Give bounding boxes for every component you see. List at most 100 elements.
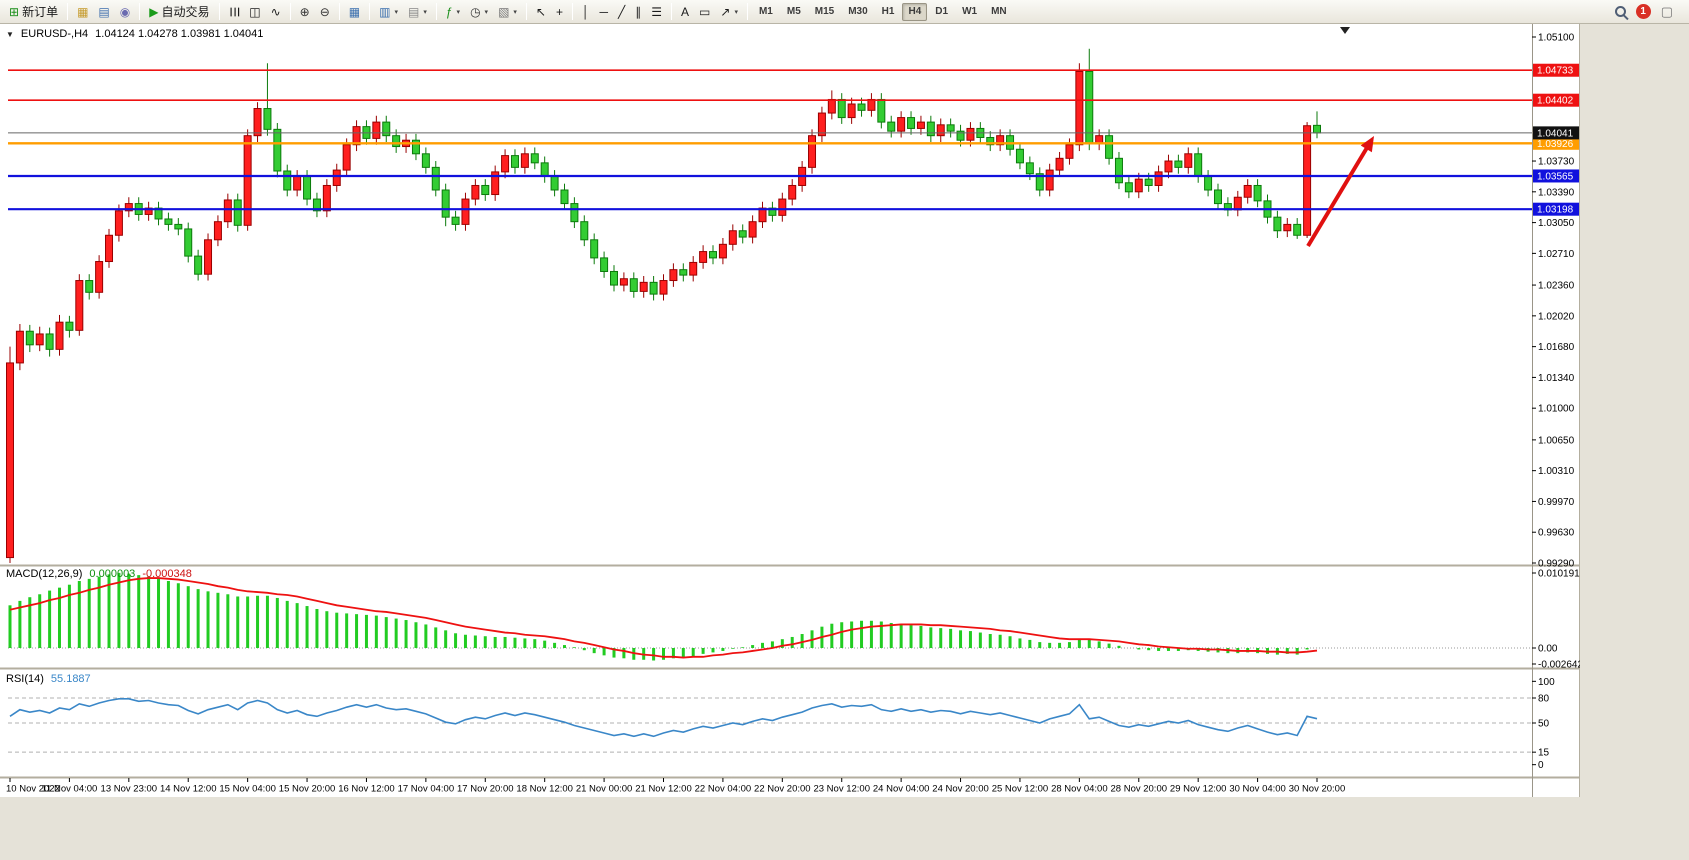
fibonacci-button[interactable]: ☰ xyxy=(646,2,667,22)
trend-arrow-line[interactable] xyxy=(1306,141,1372,248)
rsi-axis-label: 80 xyxy=(1538,694,1550,705)
cursor-button[interactable]: ↖ xyxy=(531,2,551,22)
indicators-button[interactable]: ƒ ▾ xyxy=(441,2,465,22)
timeframe-m30[interactable]: M30 xyxy=(848,6,868,17)
new-order-button-label: 新订单 xyxy=(22,5,59,19)
toolbar-group: ⊞ 新订单 xyxy=(4,2,63,22)
candle-bullish xyxy=(1055,157,1064,171)
data-window-button[interactable]: ▤ xyxy=(93,2,114,22)
dropdown-caret-icon[interactable]: ▾ xyxy=(513,8,517,16)
price-badge-text: 1.03565 xyxy=(1537,171,1574,182)
candle-bearish xyxy=(194,255,203,275)
candle-bullish xyxy=(1045,169,1054,191)
candle-bearish xyxy=(411,139,420,155)
candle-bearish xyxy=(1174,160,1183,168)
timeframe-d1[interactable]: D1 xyxy=(935,6,949,17)
dropdown-caret-icon[interactable]: ▾ xyxy=(484,8,489,16)
candle-bullish xyxy=(659,280,668,295)
new-chart-button[interactable]: ▥ ▾ xyxy=(374,2,403,22)
timeframe-h4[interactable]: H4 xyxy=(902,2,928,21)
search-icon[interactable] xyxy=(1614,6,1626,17)
candle-bullish xyxy=(491,171,500,196)
candle-bearish xyxy=(1204,175,1213,191)
line-chart-button[interactable]: ∿ xyxy=(266,2,286,22)
price-badge-text: 1.03198 xyxy=(1537,205,1574,216)
vertical-line-button[interactable]: │ xyxy=(577,2,595,22)
chart-symbol-period: EURUSD-,H4 xyxy=(20,28,89,40)
price-badge xyxy=(1533,202,1579,216)
timeframe-m5[interactable]: M5 xyxy=(786,6,801,17)
candle-bearish xyxy=(609,270,618,286)
candle-bearish xyxy=(1293,223,1302,236)
notification-badge[interactable]: 1 xyxy=(1635,4,1651,19)
candle-bearish xyxy=(1273,216,1282,232)
autotrading-button[interactable]: ▶ 自动交易 xyxy=(144,2,214,22)
candle-bearish xyxy=(25,330,34,346)
zoom-out-button[interactable]: ⊖ xyxy=(315,2,335,22)
channel-button[interactable]: ∥ xyxy=(630,2,646,22)
candle-bearish xyxy=(263,108,272,130)
candle-bearish xyxy=(65,321,74,331)
candle-bullish xyxy=(966,127,975,141)
toolbox-panel-icon[interactable]: ▢ xyxy=(1660,4,1673,19)
candle-bearish xyxy=(887,121,896,132)
dropdown-caret-icon[interactable]: ▾ xyxy=(394,8,398,16)
horizontal-line-icon: ─ xyxy=(599,4,609,19)
periods-button[interactable]: ◷ ▾ xyxy=(465,2,493,22)
market-watch-button[interactable]: ▦ xyxy=(72,2,93,22)
candle-bullish xyxy=(936,124,945,137)
candle-bearish xyxy=(273,128,282,172)
candle-bullish xyxy=(253,108,262,137)
timeframe-mn[interactable]: MN xyxy=(991,6,1007,17)
dropdown-caret-icon[interactable]: ▾ xyxy=(456,8,461,16)
candle-bullish xyxy=(748,221,757,238)
templates-icon: ▧ xyxy=(498,4,510,19)
candle-bearish xyxy=(1015,148,1024,164)
one-click-trading-toggle[interactable]: ▼ xyxy=(6,29,14,39)
bar-chart-button[interactable]: ☰ xyxy=(224,2,245,22)
text-button[interactable]: A xyxy=(676,2,694,22)
candle-bullish xyxy=(847,103,856,119)
navigator-button[interactable]: ◉ xyxy=(115,2,135,22)
dropdown-caret-icon[interactable]: ▾ xyxy=(734,8,738,16)
toolbar-right-cluster: 1 ▢ xyxy=(1614,4,1685,19)
text-icon: A xyxy=(681,4,690,19)
rsi-name: RSI(14) xyxy=(6,673,44,685)
candle-bullish xyxy=(827,98,836,114)
candle-bullish xyxy=(95,261,104,293)
tile-windows-button[interactable]: ▦ xyxy=(344,2,365,22)
macd-indicator-label: MACD(12,26,9) 0.000003 -0.000348 xyxy=(6,568,192,580)
arrows-button[interactable]: ↗ ▾ xyxy=(715,2,743,22)
candle-bearish xyxy=(303,175,312,200)
timeframe-h1[interactable]: H1 xyxy=(881,6,895,17)
macd-axis-label: 0.00 xyxy=(1538,644,1558,655)
label-button[interactable]: ▭ xyxy=(694,2,715,22)
candlestick-chart-button[interactable]: ◫ xyxy=(244,2,265,22)
candle-bullish xyxy=(293,175,302,191)
toolbar-separator xyxy=(525,3,527,20)
crosshair-button[interactable]: + xyxy=(551,2,568,22)
dropdown-caret-icon[interactable]: ▾ xyxy=(423,8,427,16)
timeframe-m15[interactable]: M15 xyxy=(814,6,835,17)
trendline-button[interactable]: ╱ xyxy=(613,2,630,22)
templates-button[interactable]: ▧ ▾ xyxy=(493,2,522,22)
candle-bullish xyxy=(204,239,213,275)
rsi-indicator-label: RSI(14) 55.1887 xyxy=(6,673,91,685)
trendline-icon: ╱ xyxy=(618,4,626,19)
timeframe-w1[interactable]: W1 xyxy=(962,6,978,17)
new-order-button[interactable]: ⊞ 新订单 xyxy=(4,2,63,22)
price-badge-text: 1.04041 xyxy=(1537,128,1574,139)
macd-main-value: 0.000003 xyxy=(89,568,136,580)
chart-ohlc-line: ▼ EURUSD-,H4 1.04124 1.04278 1.03981 1.0… xyxy=(6,28,263,40)
line-chart-icon: ∿ xyxy=(270,4,281,19)
candle-bearish xyxy=(986,136,995,146)
chart-shift-marker[interactable] xyxy=(1340,27,1350,34)
timeframe-m1[interactable]: M1 xyxy=(758,6,773,17)
horizontal-line-button[interactable]: ─ xyxy=(595,2,614,22)
candle-bearish xyxy=(560,189,569,205)
zoom-in-button[interactable]: ⊕ xyxy=(295,2,315,22)
trend-arrow-head[interactable] xyxy=(1360,136,1374,153)
profiles-button[interactable]: ▤ ▾ xyxy=(403,2,432,22)
candle-bearish xyxy=(1035,173,1044,191)
candle-bullish xyxy=(1184,153,1193,168)
